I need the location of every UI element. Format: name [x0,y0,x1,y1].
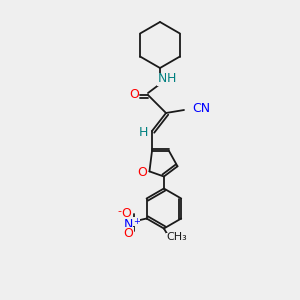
Text: +: + [133,217,140,226]
Text: CH₃: CH₃ [166,232,187,242]
Text: H: H [138,125,148,139]
Text: N: N [157,73,167,85]
Text: O: O [129,88,139,101]
Text: N: N [124,218,133,231]
Text: H: H [166,73,176,85]
Text: -: - [118,206,122,217]
Text: O: O [124,227,134,240]
Text: CN: CN [192,103,210,116]
Text: O: O [137,166,147,179]
Text: O: O [122,207,131,220]
